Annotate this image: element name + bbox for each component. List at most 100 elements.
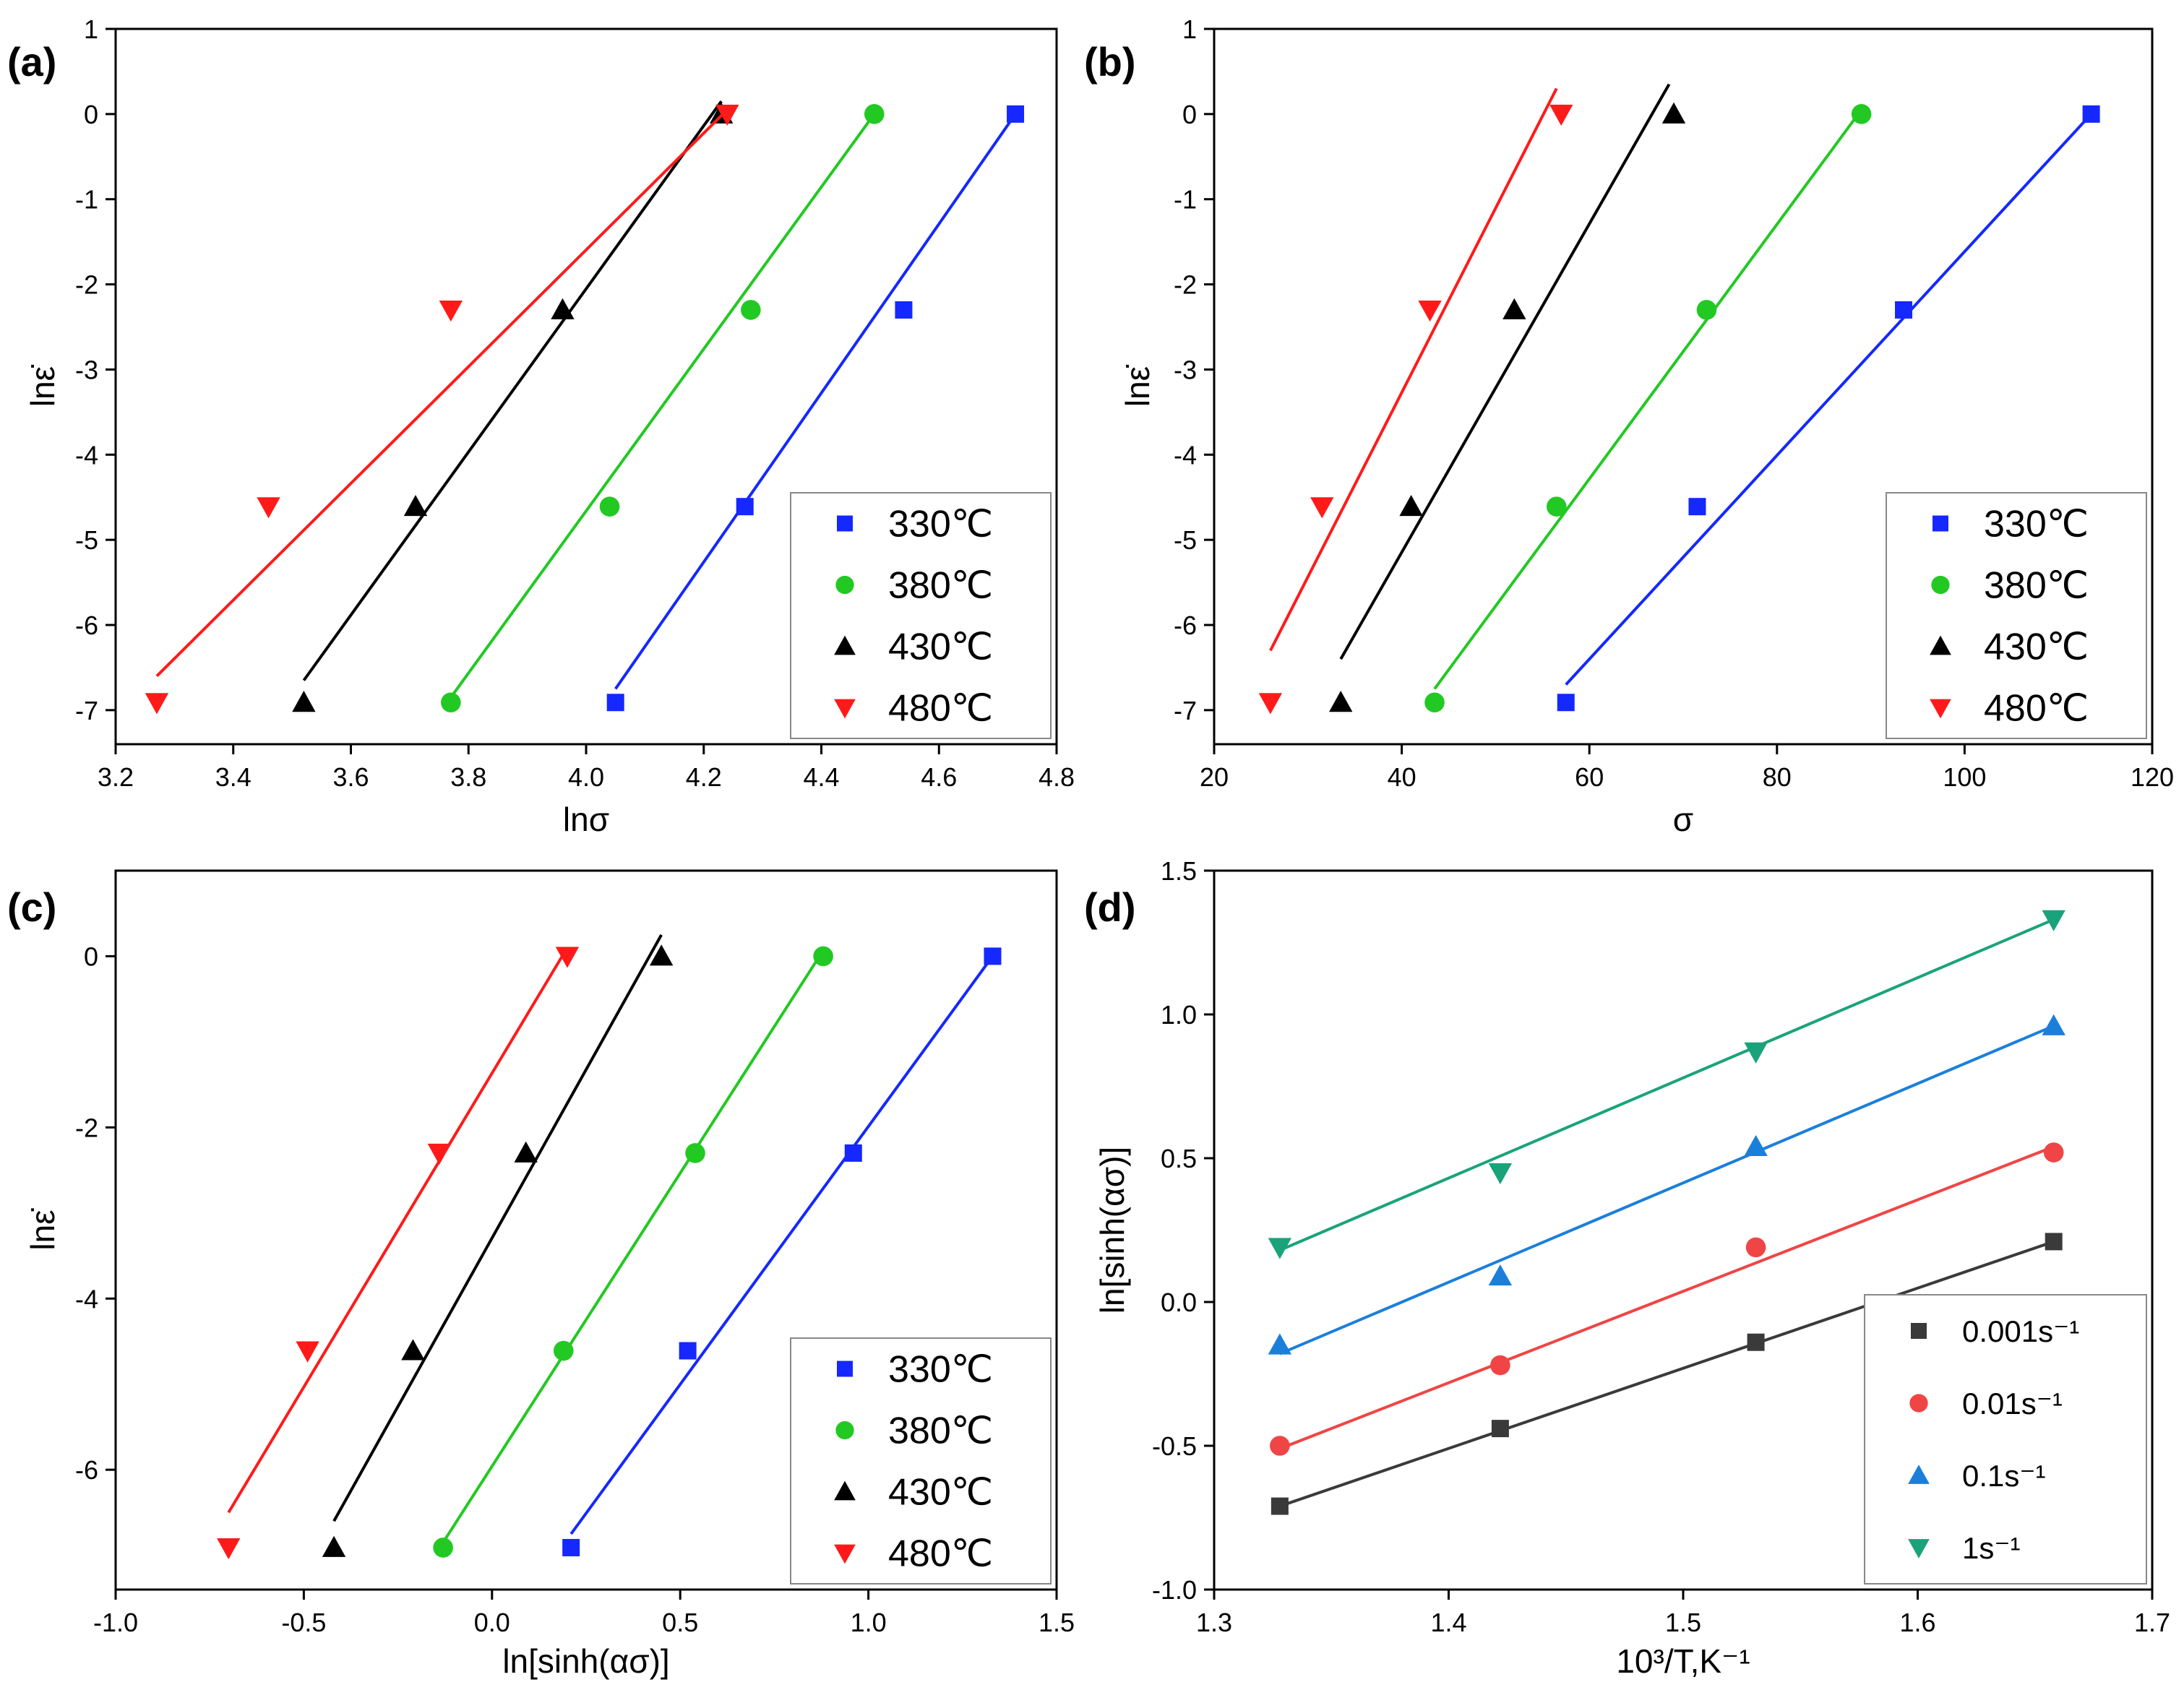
legend: 330℃ 380℃ 430℃ 480℃ [1886,492,2147,739]
data-point [1329,691,1353,712]
fit-line [1279,918,2055,1252]
series-0 [562,947,1002,1556]
y-tick-label: -1 [75,185,98,215]
data-point [2045,1233,2063,1251]
legend: 330℃ 380℃ 430℃ 480℃ [790,1337,1052,1585]
y-tick-label: 0.5 [1161,1144,1197,1173]
panel-label: (b) [1084,39,1136,85]
data-point [2042,910,2065,931]
legend-label: 430℃ [1984,626,2089,668]
data-point [1661,102,1686,124]
y-tick-label: -6 [75,611,98,640]
x-tick-label: 120 [2131,762,2174,792]
y-tick-label: 1 [84,14,98,44]
x-tick-label: 4.8 [1039,762,1075,792]
y-tick-label: -5 [75,525,98,555]
x-tick-label: 1.4 [1430,1608,1466,1637]
y-tick-label: 0 [84,100,98,129]
y-tick-label: -4 [75,1284,98,1314]
data-point [1549,104,1573,126]
legend-marker [1933,515,1948,532]
x-tick-label: 3.6 [332,762,369,792]
series-3 [145,104,739,715]
x-tick-label: 4.4 [803,762,839,792]
legend: 0.001s⁻¹ 0.01s⁻¹ 0.1s⁻¹ 1s⁻¹ [1864,1294,2147,1585]
data-point [715,104,739,126]
y-tick-label: 0 [84,941,98,971]
data-point [1546,496,1567,517]
fit-line [450,113,876,699]
series-3 [1268,910,2065,1259]
legend-label: 0.1s⁻¹ [1962,1459,2046,1493]
legend-marker [834,1480,856,1501]
data-point [2043,1142,2064,1163]
legend-marker [834,1544,856,1564]
legend-label: 0.01s⁻¹ [1962,1387,2063,1420]
fit-line [332,934,663,1522]
fit-line [1279,1145,2055,1450]
y-axis-title: lnε̇ [24,1207,61,1250]
data-point [1490,1355,1510,1376]
panel-a: 3.2 3.4 3.6 3.8 4.0 4.2 4.4 4.6 4.8 1 0 -1 -2 -3 -4 -5 -… [7,14,1075,838]
legend-box [790,492,1052,739]
data-point [555,947,580,968]
y-axis-title: ln[sinh(ασ)] [1093,1147,1131,1314]
data-point [1418,300,1442,322]
legend-marker [1911,1323,1927,1339]
legend-marker [1908,1539,1930,1558]
data-point [1557,694,1575,712]
legend-marker [834,699,856,719]
x-tick-label: -0.5 [281,1608,326,1637]
fit-line [155,108,728,678]
series-1 [441,104,885,713]
data-point [984,947,1002,965]
x-tick-label: 20 [1200,762,1229,792]
data-point [1895,301,1913,319]
legend-marker [1931,575,1950,595]
y-tick-label: -6 [75,1455,98,1485]
legend-label: 480℃ [1984,688,2089,730]
y-tick-label: -2 [1174,270,1197,300]
legend-label: 430℃ [888,626,993,668]
y-tick-label: -3 [1174,355,1197,384]
fit-line [1269,87,1558,652]
data-point [1502,298,1526,319]
legend-marker [837,1361,853,1377]
x-tick-label: 1.0 [851,1608,887,1637]
x-tick-label: 0.5 [662,1608,698,1637]
y-tick-label: 1 [1182,14,1197,44]
legend-marker [837,515,853,532]
x-tick-label: 1.6 [1899,1608,1935,1637]
data-point [514,1141,538,1163]
data-point [649,944,674,966]
series-2 [322,934,674,1557]
panel-label: (c) [7,884,56,930]
x-tick-label: 60 [1575,762,1604,792]
data-point [1268,1238,1292,1259]
data-point [1747,1333,1765,1351]
y-tick-label: -6 [1174,611,1197,640]
data-point [322,1535,346,1557]
x-axis-title: ln[sinh(ασ)] [502,1642,669,1680]
x-tick-label: 4.0 [568,762,604,792]
y-axis-title: lnε̇ [24,364,61,407]
data-point [1258,693,1283,715]
x-tick-label: 1.7 [2134,1608,2170,1637]
y-tick-label: 0 [1182,100,1197,129]
x-tick-label: 1.3 [1196,1608,1232,1637]
series-0 [1271,1233,2063,1515]
fit-line [302,100,723,681]
legend-label: 430℃ [888,1472,993,1514]
fit-line [614,113,1017,690]
fit-line [1339,83,1671,660]
data-point [606,694,624,712]
y-tick-label: -7 [1174,696,1197,725]
data-point [599,496,620,517]
panel-c: -1.0 -0.5 0.0 0.5 1.0 1.5 0 -2 -4 -6 ln[sinh(ασ)] l… [7,869,1075,1680]
series-1 [433,946,833,1558]
plot-frame [1213,27,2154,746]
data-point [741,300,761,320]
legend-marker [1930,699,1951,719]
data-point [1007,105,1025,123]
y-tick-label: 1.0 [1161,1000,1197,1030]
